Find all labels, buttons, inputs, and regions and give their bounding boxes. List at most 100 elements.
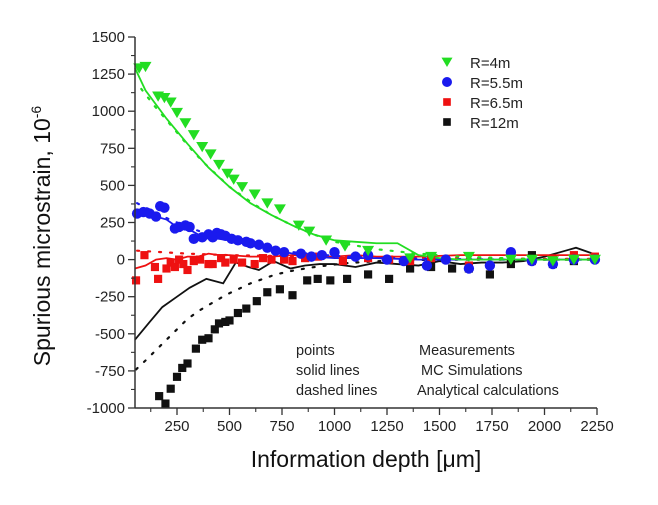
annotation-value: MC Simulations bbox=[421, 363, 523, 379]
y-tick-label: -750 bbox=[95, 363, 125, 380]
data-point bbox=[406, 264, 415, 273]
data-point bbox=[139, 61, 152, 73]
data-point bbox=[191, 344, 200, 353]
data-point bbox=[404, 253, 417, 264]
x-tick-label: 250 bbox=[164, 418, 189, 435]
data-point bbox=[189, 257, 198, 266]
data-point bbox=[187, 130, 200, 141]
y-tick-label: 0 bbox=[117, 252, 125, 269]
annotation-row: solid lines MC Simulations bbox=[296, 363, 523, 379]
series-r-4m bbox=[134, 67, 599, 261]
data-point bbox=[233, 308, 242, 318]
data-point bbox=[313, 274, 322, 283]
legend-item-r-5-5m: R=5.5m bbox=[442, 75, 523, 92]
data-point bbox=[242, 304, 251, 313]
data-point bbox=[343, 274, 352, 283]
legend-item-r-4m: R=4m bbox=[441, 55, 510, 72]
x-tick-label: 750 bbox=[269, 418, 294, 435]
data-point bbox=[381, 254, 393, 265]
data-point bbox=[214, 319, 224, 328]
data-point bbox=[196, 142, 209, 153]
y-tick-label: 1000 bbox=[92, 103, 125, 120]
data-point bbox=[292, 220, 305, 231]
data-point bbox=[179, 118, 192, 129]
legend-item-r-12m: R=12m bbox=[443, 115, 519, 132]
annotation-block: points Measurements solid lines MC Simulati… bbox=[296, 343, 559, 399]
data-point bbox=[462, 251, 475, 263]
data-point bbox=[301, 254, 310, 263]
data-point bbox=[326, 276, 335, 285]
x-tick-label: 1750 bbox=[475, 418, 508, 435]
data-point bbox=[252, 297, 261, 306]
data-point bbox=[504, 254, 517, 265]
data-point bbox=[250, 259, 259, 269]
data-point bbox=[303, 276, 312, 285]
y-tick-label: -1000 bbox=[87, 400, 125, 417]
annotation-value: Analytical calculations bbox=[417, 383, 559, 399]
data-point bbox=[225, 316, 234, 325]
data-point bbox=[295, 248, 307, 259]
data-point bbox=[278, 246, 290, 258]
data-point bbox=[170, 262, 179, 272]
data-point bbox=[183, 359, 192, 368]
data-point bbox=[253, 239, 265, 250]
annotation-row: points Measurements bbox=[296, 343, 515, 359]
y-tick-label: 1500 bbox=[92, 29, 125, 46]
data-point bbox=[204, 334, 213, 343]
y-tick-label: 750 bbox=[100, 140, 125, 157]
data-point bbox=[204, 149, 217, 160]
data-point bbox=[161, 399, 170, 408]
y-tick-label: -500 bbox=[95, 326, 125, 343]
data-point bbox=[288, 257, 297, 266]
data-point bbox=[162, 264, 171, 273]
data-point bbox=[425, 251, 438, 263]
data-point bbox=[217, 254, 226, 263]
y-axis-title-main: Spurious microstrain, 10 bbox=[29, 118, 55, 366]
x-tick-label: 1000 bbox=[318, 418, 351, 435]
data-point bbox=[208, 259, 217, 269]
y-tick-label: 500 bbox=[100, 177, 125, 194]
data-point bbox=[196, 255, 205, 264]
data-point bbox=[261, 198, 274, 209]
data-point bbox=[184, 221, 195, 233]
data-point bbox=[221, 168, 234, 179]
data-point bbox=[546, 256, 559, 267]
data-point bbox=[188, 233, 199, 245]
data-point bbox=[159, 202, 170, 213]
data-point bbox=[262, 242, 273, 253]
series-layer bbox=[131, 61, 601, 408]
data-point bbox=[171, 107, 183, 119]
series-r-12m bbox=[134, 246, 599, 371]
y-axis-title-superscript: -6 bbox=[28, 106, 44, 119]
mc-simulation-line-r-4m bbox=[134, 67, 597, 261]
data-point bbox=[155, 392, 164, 401]
data-point bbox=[259, 254, 268, 263]
legend-marker-square-icon bbox=[443, 118, 451, 126]
annotation-row: dashed lines Analytical calculations bbox=[296, 383, 559, 399]
y-tick-label: 250 bbox=[100, 215, 125, 232]
data-point bbox=[362, 245, 375, 257]
x-tick-label: 2000 bbox=[528, 418, 561, 435]
data-point bbox=[179, 259, 188, 269]
data-point bbox=[175, 255, 184, 264]
data-point bbox=[229, 255, 238, 264]
x-tick-label: 500 bbox=[217, 418, 242, 435]
data-point bbox=[232, 235, 244, 246]
x-tick-label: 1250 bbox=[370, 418, 403, 435]
data-point bbox=[270, 245, 281, 256]
legend-label: R=12m bbox=[470, 115, 519, 132]
data-point bbox=[385, 274, 394, 283]
x-tick-label: 1500 bbox=[423, 418, 456, 435]
data-point bbox=[166, 384, 175, 393]
data-point bbox=[263, 288, 272, 297]
data-point bbox=[484, 260, 496, 271]
data-point bbox=[588, 254, 601, 265]
data-point bbox=[338, 257, 347, 266]
data-point bbox=[166, 258, 175, 267]
data-point bbox=[567, 254, 580, 265]
data-point bbox=[140, 251, 149, 260]
points-r-5-5m bbox=[131, 200, 601, 274]
data-point bbox=[150, 211, 162, 222]
data-point bbox=[236, 182, 249, 193]
